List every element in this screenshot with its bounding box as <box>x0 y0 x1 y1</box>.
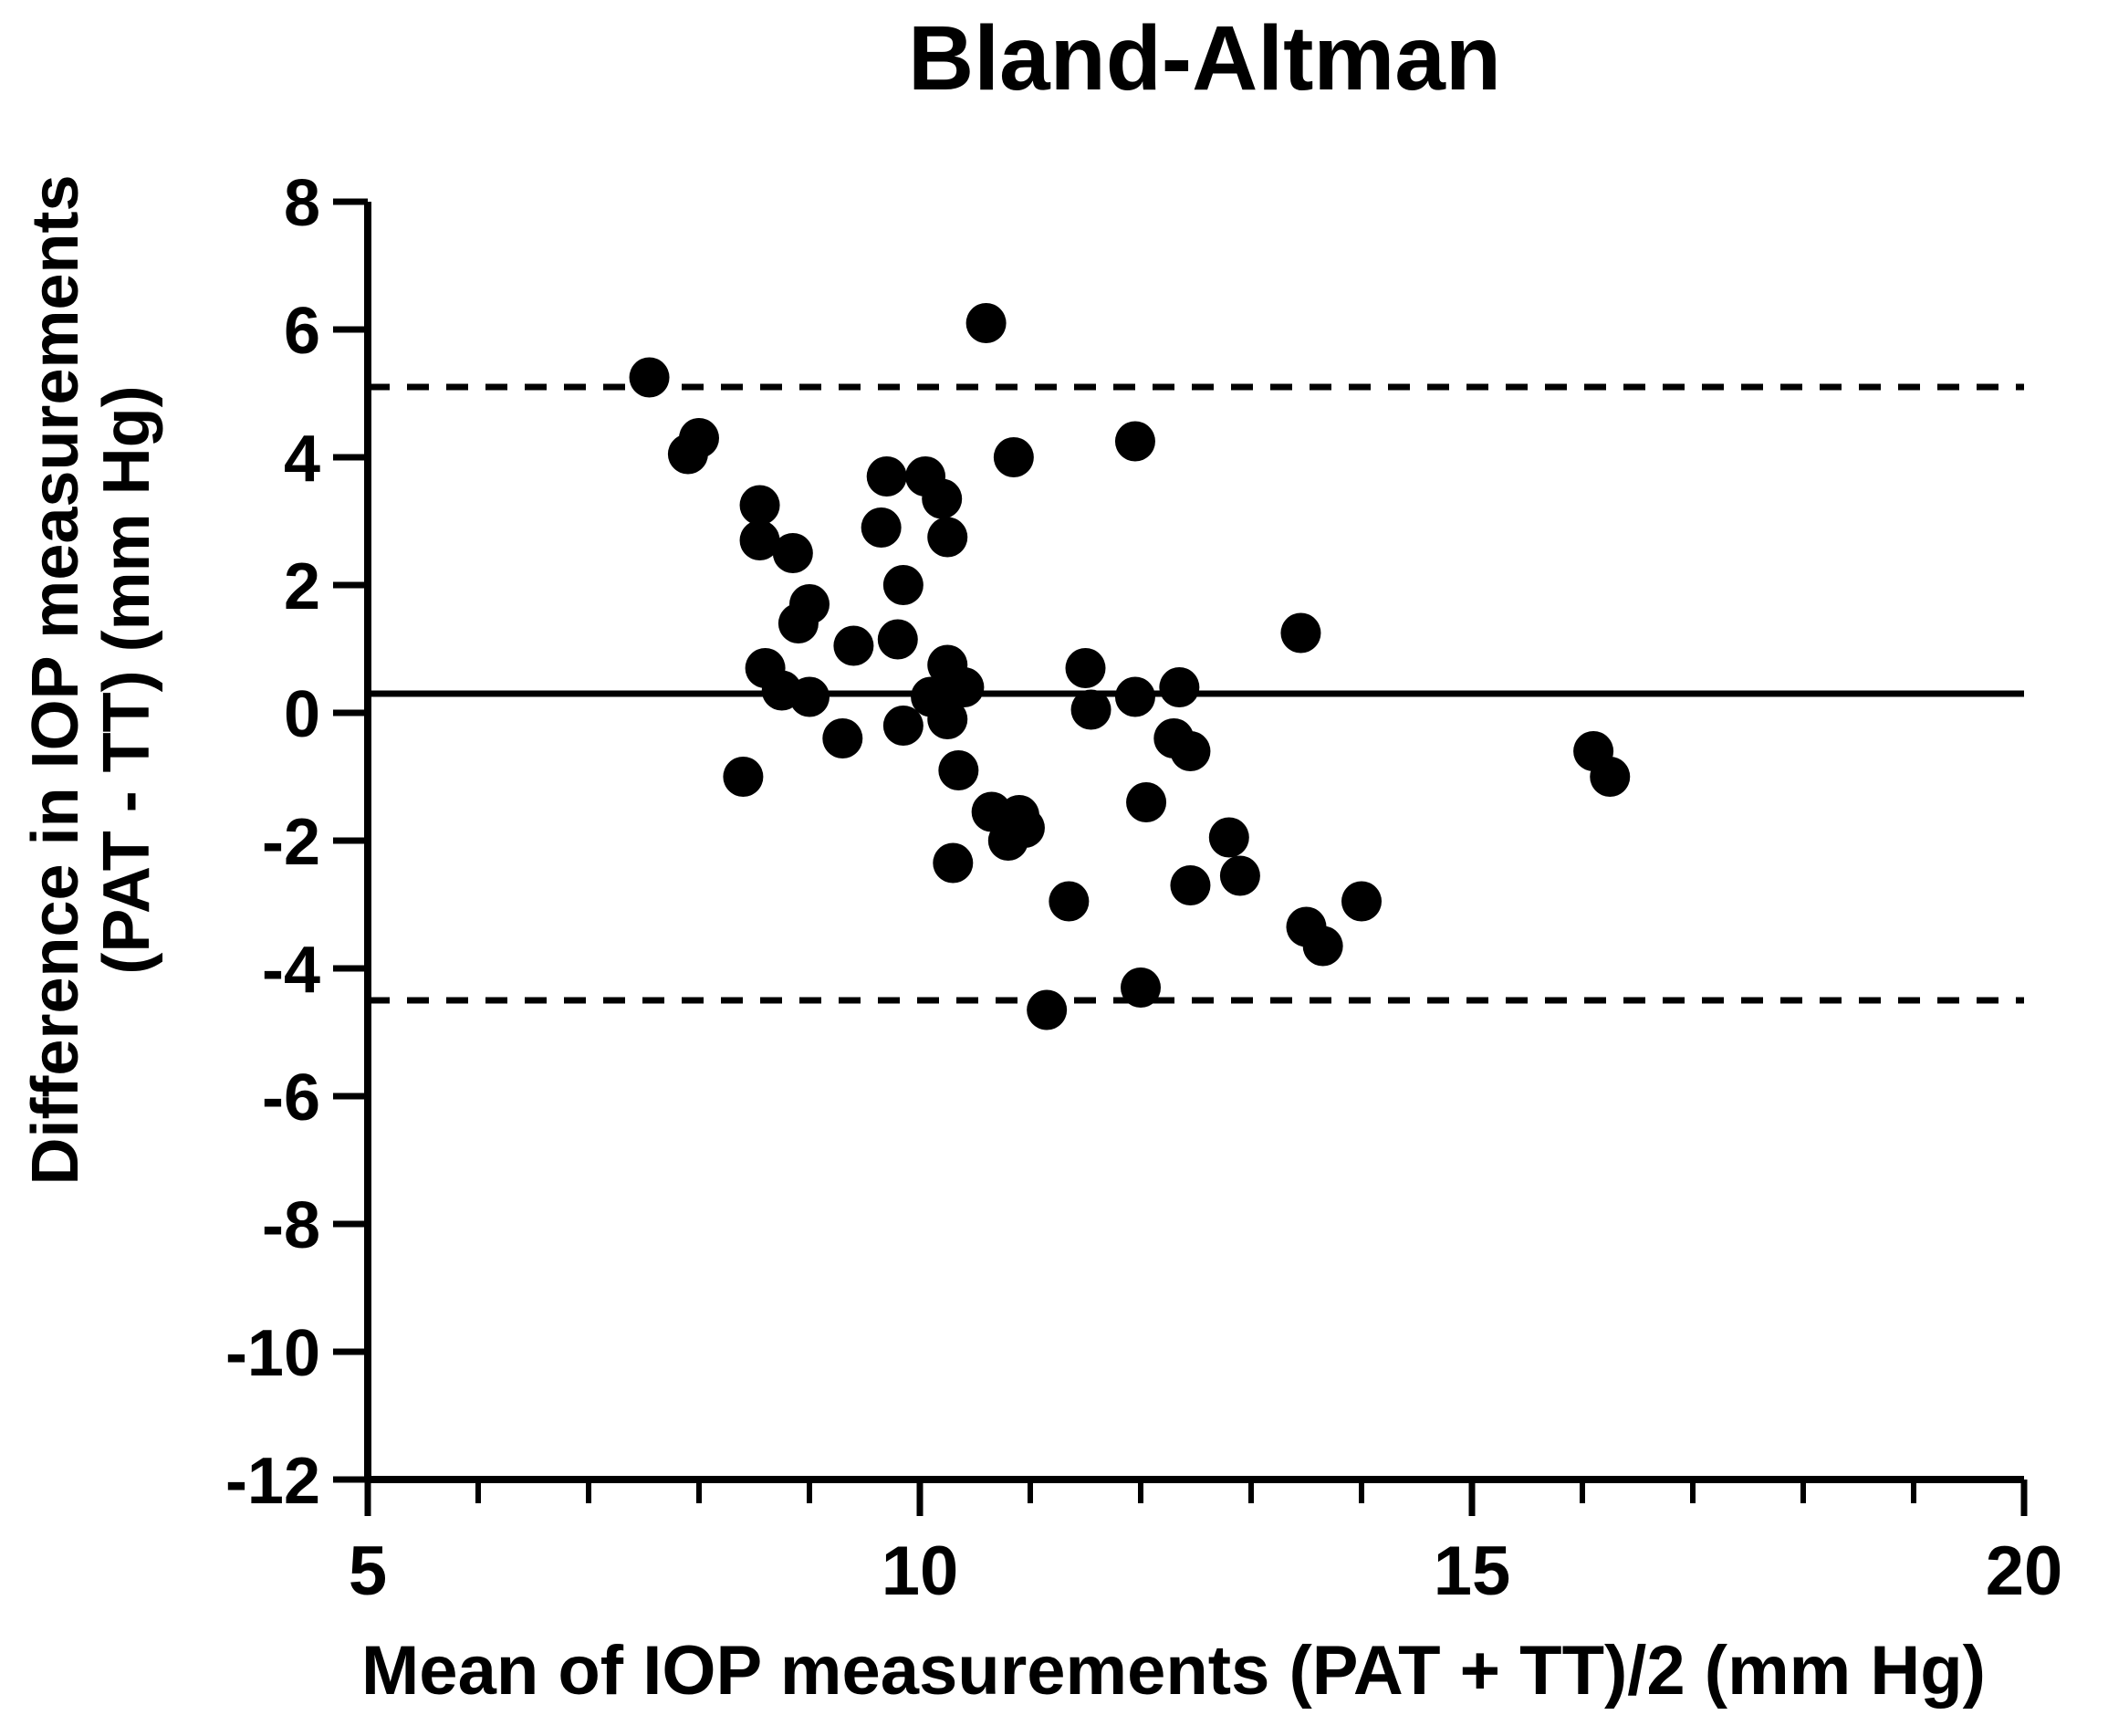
data-point <box>1341 881 1382 922</box>
data-point <box>822 718 863 758</box>
data-point <box>1114 676 1155 717</box>
data-point <box>1159 667 1200 707</box>
y-tick-label: -4 <box>262 934 320 1007</box>
data-point <box>739 520 780 560</box>
data-point <box>772 533 813 573</box>
data-point <box>938 750 979 790</box>
data-point <box>1049 881 1090 922</box>
y-tick-label: 0 <box>284 678 320 751</box>
data-point <box>1004 808 1045 848</box>
data-point <box>933 842 974 884</box>
data-point <box>1219 855 1260 896</box>
y-tick-label: -10 <box>225 1317 320 1390</box>
y-tick-label: -6 <box>262 1061 320 1135</box>
data-point <box>1027 989 1068 1030</box>
data-point <box>833 625 874 666</box>
data-point <box>1065 648 1106 688</box>
data-point <box>739 485 780 526</box>
y-tick-label: 6 <box>284 295 320 368</box>
data-point <box>1070 689 1111 730</box>
data-point <box>922 478 963 519</box>
y-tick-label: 2 <box>284 550 320 623</box>
x-tick-label: 20 <box>1986 1532 2063 1610</box>
data-point <box>1126 782 1167 822</box>
y-tick-label: 4 <box>284 423 320 496</box>
y-tick-label: 8 <box>284 167 320 240</box>
data-point <box>965 303 1007 343</box>
x-axis-label: Mean of IOP measurements (PAT + TT)/2 (m… <box>361 1632 1986 1710</box>
chart-title: Bland-Altman <box>908 7 1501 110</box>
data-point <box>1170 731 1211 771</box>
data-point <box>927 517 968 558</box>
y-tick-label: -2 <box>262 806 320 879</box>
data-point <box>679 418 719 458</box>
y-tick-label: -8 <box>262 1189 320 1262</box>
data-point <box>629 357 670 398</box>
data-point <box>1170 865 1211 905</box>
data-point <box>1121 967 1161 1008</box>
x-tick-label: 10 <box>882 1532 959 1610</box>
data-point <box>1280 612 1321 654</box>
data-point <box>1302 926 1343 967</box>
data-point <box>789 584 830 624</box>
y-tick-label: -12 <box>225 1445 320 1518</box>
data-point <box>993 437 1034 477</box>
data-point <box>866 456 907 497</box>
data-point <box>861 507 902 548</box>
data-point <box>789 676 830 717</box>
data-point <box>1208 817 1249 858</box>
data-point <box>877 619 918 660</box>
data-point <box>882 706 924 746</box>
x-tick-label: 5 <box>349 1532 387 1610</box>
y-axis-label-line1: Difference in IOP measurements <box>19 174 92 1185</box>
y-axis-label-line2: (PAT - TT) (mm Hg) <box>90 385 163 974</box>
x-tick-label: 15 <box>1434 1532 1511 1610</box>
data-point <box>1114 421 1155 462</box>
data-point <box>1590 757 1631 797</box>
data-point <box>882 565 924 605</box>
data-point <box>944 667 985 707</box>
data-point <box>927 699 968 739</box>
data-point <box>723 757 764 797</box>
